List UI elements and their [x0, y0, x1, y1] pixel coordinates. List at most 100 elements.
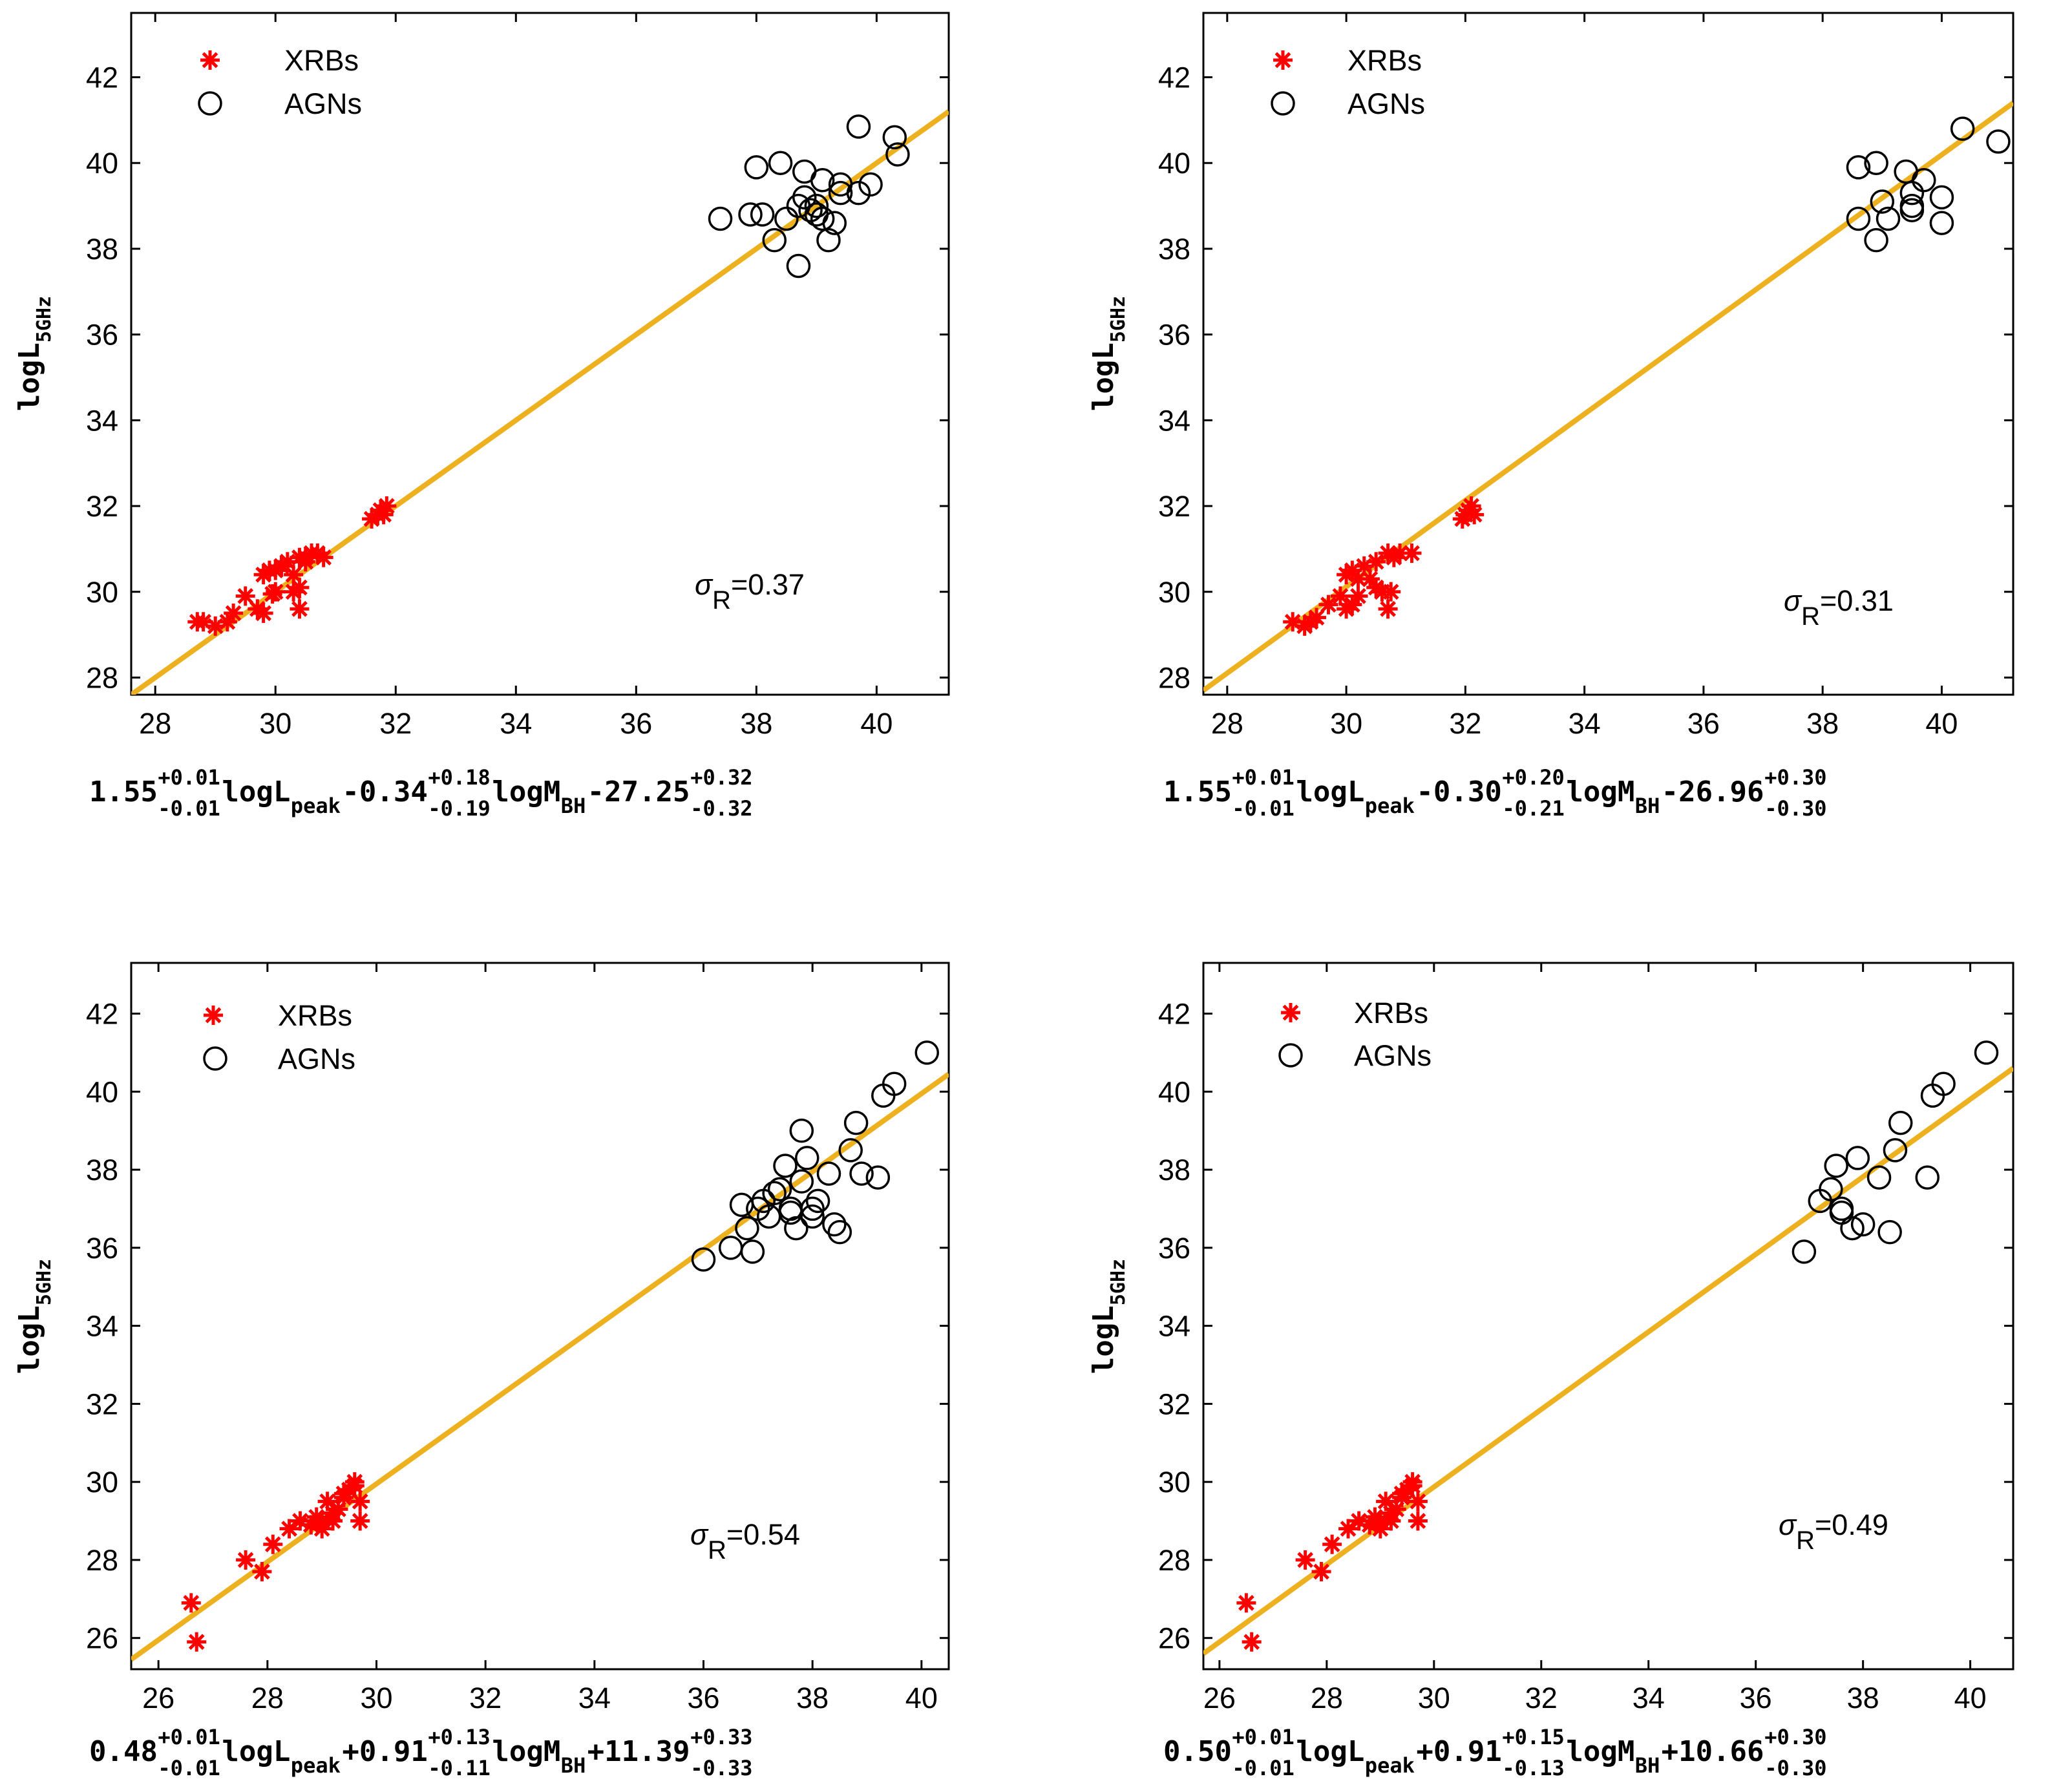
x-label-term: logL — [222, 775, 290, 808]
xrb-point — [333, 1484, 354, 1504]
x-label-sub: -0.19 — [428, 796, 490, 821]
xrb-point — [377, 496, 397, 516]
agn-point — [778, 1200, 803, 1225]
agn-point — [882, 1071, 907, 1096]
agn-point — [1883, 1138, 1908, 1163]
plot-marks — [1203, 1040, 2013, 1656]
legend: XRBs AGNs — [1278, 996, 1432, 1072]
agn-point — [849, 1161, 874, 1186]
xrb-point — [1311, 1562, 1331, 1582]
agn-point — [744, 155, 769, 180]
x-label-sub: -0.13 — [1502, 1756, 1564, 1780]
x-label-subscript: BH — [1635, 794, 1660, 818]
agn-point — [882, 125, 907, 150]
x-tick-label: 26 — [1203, 1681, 1236, 1714]
x-tick-label: 30 — [360, 1681, 392, 1714]
x-label-sup: +0.01 — [158, 765, 220, 790]
agn-point — [822, 1212, 847, 1237]
x-label-sub: -0.01 — [158, 1756, 220, 1780]
y-tick-label: 30 — [86, 1466, 118, 1499]
x-label-term: logM — [1566, 775, 1634, 808]
x-tick-label: 38 — [1847, 1681, 1879, 1714]
y-tick-label: 34 — [1158, 404, 1190, 437]
x-label-subscript: BH — [561, 794, 586, 818]
xrb-point — [350, 1492, 370, 1512]
x-label-subscript: peak — [1365, 794, 1415, 818]
legend-xrb-marker — [1281, 1003, 1300, 1022]
legend-xrb-marker — [204, 1006, 223, 1025]
xrb-point — [1322, 1534, 1342, 1554]
agn-point — [1840, 1216, 1865, 1241]
xrb-point — [313, 547, 333, 567]
agn-point — [1791, 1239, 1817, 1264]
agn-point — [691, 1247, 716, 1272]
xrb-point — [1366, 578, 1386, 598]
xrb-point — [1381, 582, 1401, 602]
agn-point — [914, 1040, 940, 1065]
sigma-annotation: σR=0.31 — [1784, 584, 1894, 631]
x-label-term: logM — [492, 1735, 560, 1768]
agn-point — [838, 1138, 863, 1163]
panel-4: 26 28 30 32 34 36 38 40 26 28 30 32 34 36 38 40 42 XRBs AG… — [1087, 962, 2014, 1780]
xrb-point — [253, 603, 273, 623]
y-tick-label: 26 — [86, 1622, 118, 1655]
agn-point — [1824, 1154, 1848, 1178]
agn-point — [762, 227, 787, 253]
agn-point — [1929, 211, 1954, 235]
legend: XRBs AGNs — [1271, 44, 1425, 120]
y-tick-label: 26 — [1158, 1622, 1190, 1655]
panel-3: 26 28 30 32 34 36 38 40 26 28 30 32 34 36 38 40 42 XRBs AG… — [13, 962, 950, 1780]
agn-point — [1864, 227, 1888, 253]
agn-point — [1912, 168, 1936, 193]
y-tick-label: 40 — [1158, 147, 1190, 180]
x-tick-label: 28 — [139, 707, 171, 740]
x-label-term: +10.66 — [1662, 1735, 1764, 1768]
agn-point — [1876, 206, 1901, 231]
xrb-point — [252, 1562, 272, 1582]
xrb-point — [306, 1507, 326, 1527]
y-tick-label: 36 — [86, 319, 118, 352]
x-label-term: 0.48 — [89, 1735, 158, 1768]
y-tick-label: 36 — [1158, 319, 1190, 352]
x-tick-label: 34 — [1569, 707, 1601, 740]
xrb-point — [1242, 1632, 1262, 1652]
x-tick-label: 32 — [1449, 707, 1481, 740]
y-tick-label: 42 — [1158, 61, 1190, 94]
x-tick-label: 36 — [620, 707, 652, 740]
x-tick-label: 36 — [1687, 707, 1720, 740]
plot-frame — [1202, 12, 2014, 696]
sigma-annotation: σR=0.49 — [1779, 1508, 1888, 1555]
agn-point — [1866, 1165, 1892, 1190]
x-label-sup: +0.30 — [1764, 1725, 1826, 1749]
agn-point — [774, 206, 799, 231]
legend-agn-marker — [1278, 1043, 1303, 1068]
legend-agn-marker — [1271, 91, 1295, 116]
agn-point — [1829, 1196, 1854, 1221]
xrb-point — [263, 1534, 283, 1554]
y-tick-label: 40 — [86, 1075, 118, 1108]
legend: XRBs AGNs — [203, 999, 355, 1075]
x-axis-label: 1.55 +0.01-0.01 logL peak -0.30 +0.20-0.21 log… — [1163, 765, 1827, 821]
y-tick-label: 28 — [86, 661, 118, 694]
legend-xrb-label: XRBs — [284, 44, 359, 77]
legend-xrb-label: XRBs — [1348, 44, 1422, 77]
xrb-point — [224, 603, 244, 623]
x-label-term: logL — [1296, 1735, 1364, 1768]
legend: XRBs AGNs — [198, 44, 362, 120]
agn-point — [1877, 1219, 1902, 1245]
xrb-point — [1464, 505, 1485, 525]
xrb-point — [1236, 1593, 1256, 1613]
x-label-sup: +0.15 — [1502, 1725, 1564, 1749]
legend-xrb-label: XRBs — [278, 999, 352, 1032]
agn-point — [740, 1239, 765, 1264]
y-tick-label: 38 — [86, 233, 118, 266]
xrb-point — [284, 565, 304, 585]
x-tick-label: 30 — [259, 707, 291, 740]
x-tick-label: 28 — [1311, 1681, 1343, 1714]
x-tick-label: 28 — [251, 1681, 284, 1714]
legend-agn-label: AGNs — [1348, 87, 1425, 120]
x-label-subscript: BH — [1635, 1753, 1660, 1778]
agn-point — [843, 1110, 869, 1135]
agn-point — [1929, 185, 1954, 210]
xrb-point — [1408, 1492, 1428, 1512]
